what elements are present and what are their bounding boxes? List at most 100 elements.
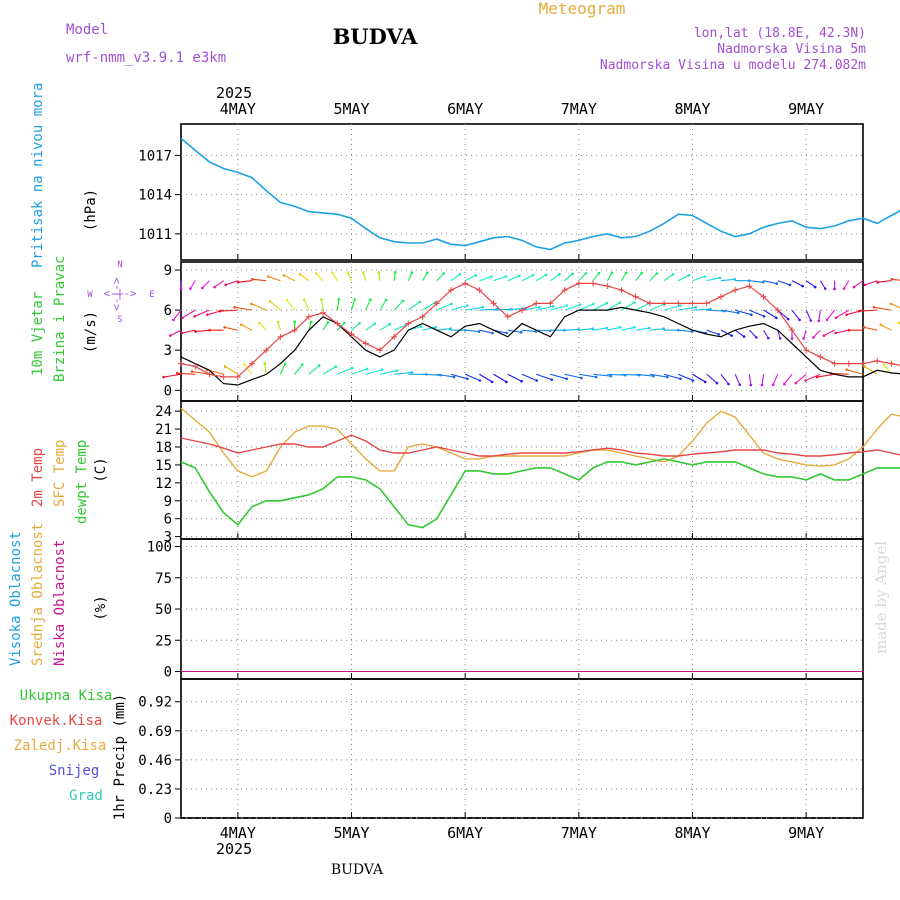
wind-arrow-head [762, 315, 766, 318]
gust-marker [277, 333, 284, 340]
wind-arrow [663, 305, 681, 311]
wind-arrow [564, 273, 574, 282]
wind-arrow-head [466, 304, 469, 307]
gust-marker [661, 300, 668, 307]
wind-arrow-head [394, 271, 397, 274]
gust-marker [689, 300, 696, 307]
wind-arrow [706, 277, 721, 282]
wind-arrow-head [804, 379, 807, 382]
wind-arrow [564, 373, 582, 379]
wind-arrow-head [858, 309, 861, 313]
wind-arrow [258, 322, 267, 331]
day-label-bottom: 6MAY [447, 824, 483, 842]
wind-arrow [720, 278, 735, 282]
gust-marker [362, 340, 369, 347]
wind-arrow [830, 372, 849, 375]
panel-frame [180, 678, 864, 819]
gust-marker [476, 287, 483, 294]
wind-arrow [337, 367, 353, 375]
wind-arrow [378, 272, 381, 281]
gust-marker [206, 371, 213, 378]
y-tick-label: 25 [155, 633, 172, 649]
wind-arrow-head [369, 298, 372, 302]
wind-arrow [891, 278, 900, 281]
wind-arrow [550, 273, 560, 282]
panel-1: 0 3 6 9 [162, 261, 900, 402]
wind-arrow [748, 329, 757, 338]
wind-arrow-head [834, 316, 838, 320]
wind-arrow [322, 366, 337, 375]
wind-arrow-head [162, 375, 165, 379]
wind-arrow-head [208, 328, 211, 332]
wind-arrow-head [334, 365, 338, 368]
y-tick-label: 3 [164, 343, 172, 359]
wind-arrow-head [388, 322, 392, 326]
gust-marker [774, 307, 781, 314]
wind-arrow [225, 280, 239, 286]
wind-arrow-head [897, 321, 900, 325]
wind-arrow-head [491, 331, 494, 335]
wind-arrow [805, 280, 816, 288]
wind-arrow-head [632, 301, 636, 304]
wind-arrow [336, 299, 340, 311]
day-label-top: 8MAY [674, 100, 710, 118]
y-tick-label: 1014 [138, 188, 172, 204]
wind-arrow-head [786, 317, 790, 321]
wind-arrow [234, 306, 253, 311]
wind-arrow-head [426, 271, 429, 275]
wind-arrow-head [845, 313, 848, 317]
wind-arrow [493, 373, 507, 383]
wind-arrow-head [592, 302, 595, 306]
legend-zaledj: Zaledj.Kisa [14, 738, 107, 754]
footer-station: BUDVA [331, 862, 384, 878]
legend-ukupna: Ukupna Kisa [20, 688, 113, 704]
wind-arrow-head [326, 321, 330, 324]
gust-marker [717, 293, 724, 300]
cloud-title-3: Niska Oblacnost [52, 540, 68, 666]
wind-arrow-head [666, 375, 669, 379]
wind-arrow [678, 306, 696, 311]
wind-arrow-head [237, 280, 240, 284]
wind-arrow-head [418, 300, 422, 304]
wind-arrow-head [676, 328, 680, 332]
wind-arrow [163, 373, 182, 378]
wind-arrow-head [240, 323, 243, 327]
model-name: wrf-nmm_v3.9.1 e3km [66, 50, 226, 66]
wind-arrow-head [703, 275, 706, 278]
wind-arrow [606, 272, 613, 281]
gust-marker [334, 320, 341, 327]
gust-marker [632, 293, 639, 300]
wind-arrow-head [863, 283, 867, 287]
wind-arrow-head [505, 380, 508, 384]
day-label-top: 9MAY [788, 100, 824, 118]
y-tick-label: 15 [155, 458, 172, 474]
wind-arrow [890, 303, 900, 309]
wind-arrow [592, 302, 608, 311]
gust-marker [888, 360, 895, 367]
pressure-unit: (hPa) [83, 189, 99, 231]
wind-arrow [351, 368, 368, 375]
wind-arrow-head [362, 271, 365, 274]
wind-arrow [663, 373, 681, 380]
wind-arrow [749, 309, 765, 317]
wind-arrow [315, 273, 324, 282]
wind-arrow [706, 373, 718, 384]
wind-speed-line [180, 306, 900, 386]
wind-arrow [238, 280, 253, 283]
wind-arrow [202, 280, 210, 289]
wind-arrow-head [618, 301, 622, 304]
wind-arrow-head [463, 328, 467, 332]
wind-arrow-head [358, 322, 361, 325]
gust-marker [376, 347, 383, 354]
wind-arrow-head [733, 278, 736, 281]
sfc-temp-line [180, 407, 900, 478]
wind-arrow [252, 278, 267, 282]
y-tick-label: 0 [164, 383, 172, 399]
wind-arrow [592, 327, 607, 331]
wind-arrow [819, 280, 826, 289]
wind-arrow-head [474, 274, 478, 277]
wind-title-1: 10m Vjetar [30, 292, 46, 376]
y-tick-label: 6 [164, 512, 172, 528]
wind-arrow-head [737, 311, 740, 315]
wind-arrow-head [802, 337, 805, 340]
